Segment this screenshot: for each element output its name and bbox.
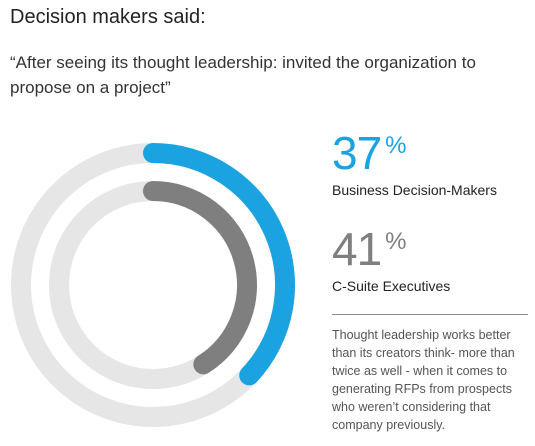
ring-csuite-track (49, 181, 257, 389)
stat-csuite: 41% C-Suite Executives (332, 226, 450, 295)
stat-csuite-unit: % (385, 228, 407, 255)
stat-csuite-label: C-Suite Executives (332, 278, 451, 294)
ring-business-arc (143, 143, 295, 386)
stat-business-unit: % (385, 132, 407, 159)
note-text: Thought leadership works better than its… (332, 328, 515, 432)
ring-business-track (11, 143, 295, 427)
stat-csuite-value: 41 (332, 223, 382, 275)
stat-business-value: 37 (332, 127, 382, 179)
ring-csuite-arc (143, 181, 257, 375)
divider (332, 314, 528, 315)
stat-business-label: Business Decision-Makers (332, 182, 497, 198)
stat-business: 37% Business Decision-Makers (332, 130, 497, 199)
quote: “After seeing its thought leadership: in… (10, 53, 476, 97)
heading: Decision makers said: (10, 6, 206, 28)
